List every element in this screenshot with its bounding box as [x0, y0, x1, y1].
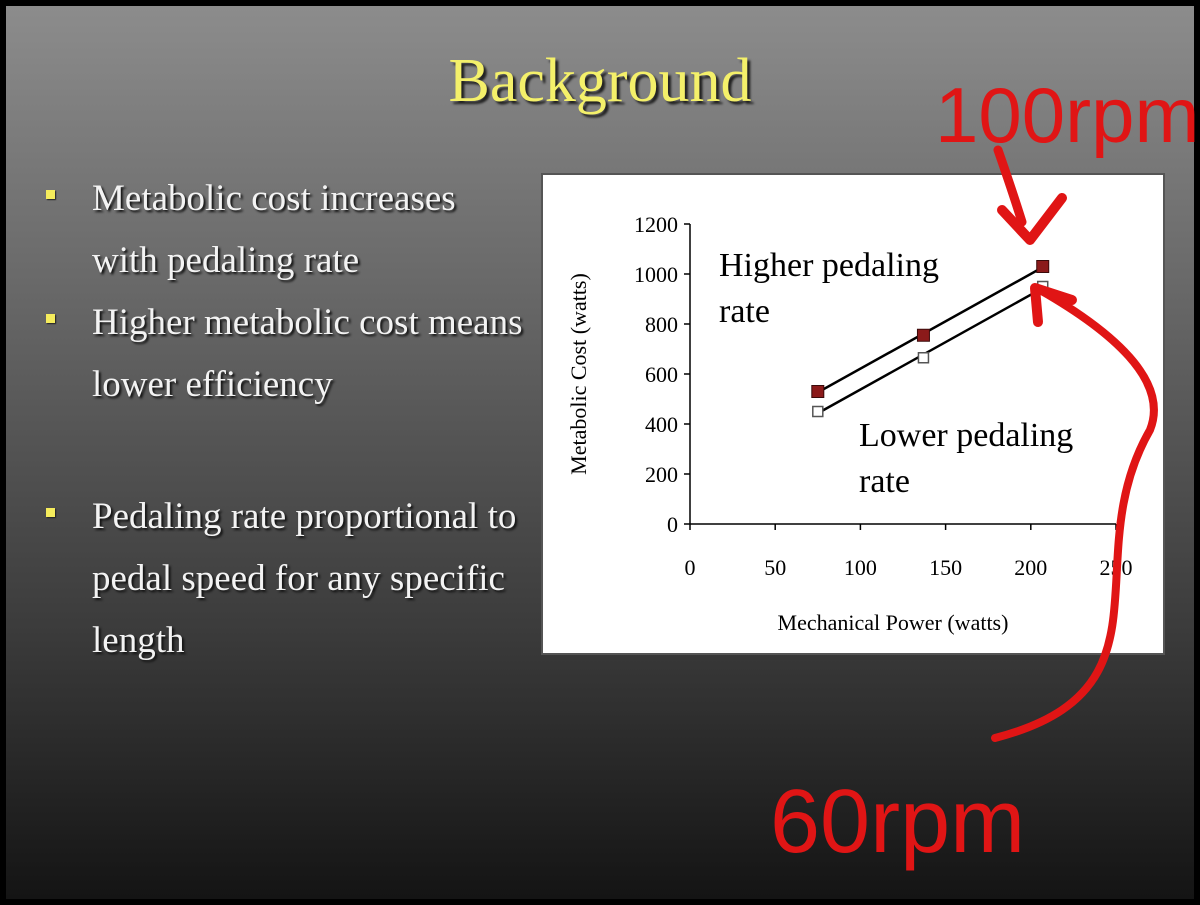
bullet-item: Metabolic cost increases with pedaling r…	[44, 168, 524, 292]
series-label-lower: Lower pedaling rate	[859, 417, 1073, 500]
bullet-list: Metabolic cost increases with pedaling r…	[44, 168, 524, 672]
annotation-100rpm-label: 100rpm	[935, 71, 1199, 159]
y-tick-label: 800	[645, 312, 678, 337]
annotation-arrowhead-60rpm	[1030, 283, 1077, 327]
bullet-square-icon	[46, 314, 55, 323]
annotation-60rpm-label: 60rpm	[770, 772, 1025, 872]
slide-title: Background	[448, 47, 752, 115]
x-tick-label: 0	[685, 555, 696, 580]
x-axis-label: Mechanical Power (watts)	[778, 610, 1009, 635]
trendline-series-2	[817, 286, 1044, 415]
bullet-item: Higher metabolic cost means lower effici…	[44, 292, 524, 416]
data-point-series-1	[811, 385, 825, 398]
data-point-series-1	[916, 328, 930, 342]
x-tick-label: 200	[1014, 555, 1047, 580]
annotation-arrow-100rpm	[993, 145, 1027, 227]
data-point-series-1	[1036, 260, 1050, 273]
trendline-series-1	[817, 266, 1044, 394]
bullet-square-icon	[46, 190, 55, 199]
series-label-higher: Higher pedaling rate	[719, 247, 939, 330]
y-tick-label: 1200	[634, 212, 678, 237]
bullet-item: Pedaling rate proportional to pedal spee…	[44, 486, 524, 672]
y-tick-label: 200	[645, 462, 678, 487]
bullet-text: Metabolic cost increases with pedaling r…	[92, 178, 456, 281]
x-tick-label: 50	[764, 555, 786, 580]
bullet-text: Higher metabolic cost means lower effici…	[92, 302, 523, 405]
data-point-series-2	[917, 352, 930, 364]
y-tick-label: 400	[645, 412, 678, 437]
y-tick-label: 0	[667, 512, 678, 537]
bullet-text: Pedaling rate proportional to pedal spee…	[92, 496, 517, 661]
y-tick-label: 1000	[634, 262, 678, 287]
y-tick-label: 600	[645, 362, 678, 387]
x-tick-label: 100	[844, 555, 877, 580]
data-point-series-2	[812, 405, 824, 418]
chart-panel: 0 200 400 600 800 1000 1200 0 50 100 150 200 250 Mech…	[541, 173, 1165, 655]
x-tick-label: 150	[929, 555, 962, 580]
annotation-arrow-60rpm	[991, 286, 1158, 742]
annotation-arrowhead-100rpm	[997, 193, 1067, 245]
bullet-square-icon	[46, 508, 55, 517]
y-axis-label: Metabolic Cost (watts)	[566, 273, 591, 475]
